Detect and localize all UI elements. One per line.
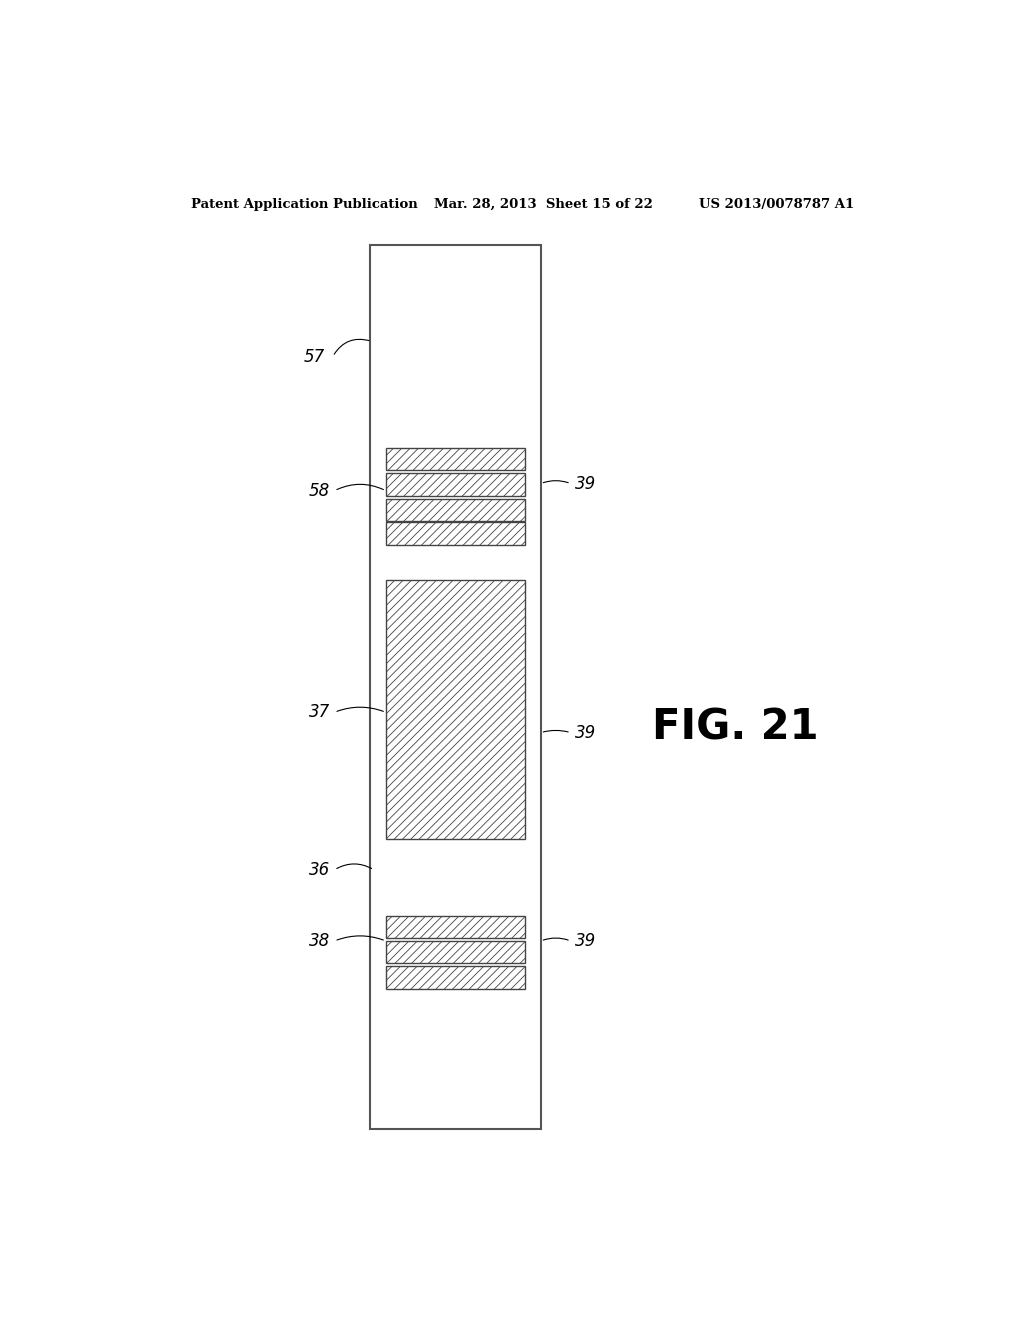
Bar: [386, 447, 524, 470]
Bar: [386, 941, 524, 964]
Bar: [386, 523, 524, 545]
Bar: [370, 244, 541, 1129]
Bar: [386, 474, 524, 496]
Text: 39: 39: [574, 932, 596, 950]
Bar: [386, 499, 524, 521]
Bar: [386, 916, 524, 939]
Text: 57: 57: [303, 347, 325, 366]
Text: US 2013/0078787 A1: US 2013/0078787 A1: [699, 198, 855, 211]
Text: 36: 36: [309, 861, 331, 879]
Text: Mar. 28, 2013  Sheet 15 of 22: Mar. 28, 2013 Sheet 15 of 22: [433, 198, 652, 211]
Text: 39: 39: [574, 475, 596, 492]
Text: FIG. 21: FIG. 21: [652, 706, 818, 748]
Text: 37: 37: [309, 704, 331, 721]
Text: Patent Application Publication: Patent Application Publication: [191, 198, 418, 211]
Text: 39: 39: [574, 723, 596, 742]
Bar: [386, 966, 524, 989]
Text: 58: 58: [309, 482, 331, 500]
Bar: [386, 581, 524, 840]
Text: 38: 38: [309, 932, 331, 950]
